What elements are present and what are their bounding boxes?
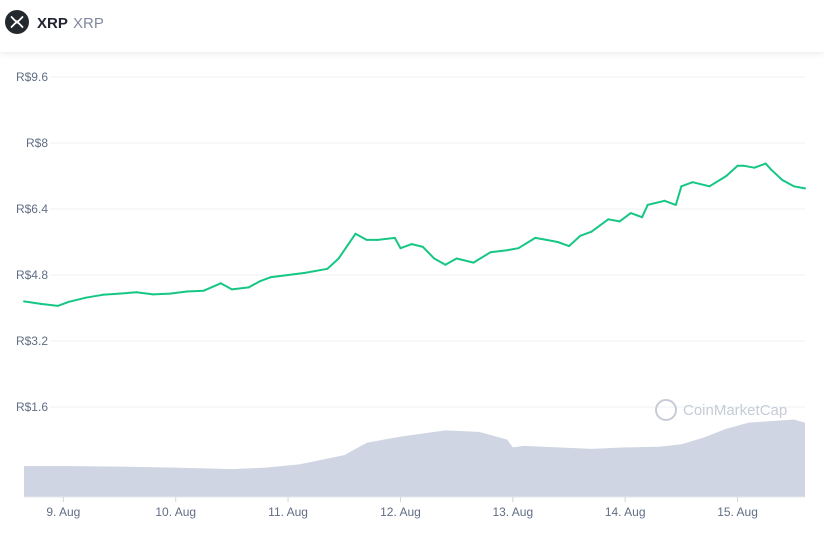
price-point[interactable] [326,267,329,270]
y-tick-label: R$3.2 [16,334,48,348]
x-tick-label: 15. Aug [717,505,758,519]
price-point[interactable] [489,251,492,254]
price-point[interactable] [590,230,593,233]
price-point[interactable] [742,164,745,167]
price-point[interactable] [607,218,610,221]
price-point[interactable] [287,274,290,276]
price-point[interactable] [399,247,402,250]
chart-header: XRP XRP [0,0,824,52]
y-tick-label: R$4.8 [16,268,48,282]
price-point[interactable] [725,175,728,177]
price-point[interactable] [472,261,475,264]
price-point[interactable] [433,257,436,260]
price-point[interactable] [202,289,205,292]
coinmarketcap-logo-icon [655,399,677,421]
x-tick-label: 14. Aug [605,505,646,519]
price-point[interactable] [753,166,756,169]
volume-area [24,419,805,497]
price-point[interactable] [169,292,172,295]
price-point[interactable] [270,276,273,279]
price-point[interactable] [118,292,121,295]
y-tick-label: R$9.6 [16,70,48,84]
price-point[interactable] [618,220,621,223]
y-tick-label: R$1.6 [16,400,48,414]
coin-symbol: XRP [73,15,104,32]
price-point[interactable] [568,245,570,248]
price-point[interactable] [39,302,42,305]
price-point[interactable] [556,241,559,243]
price-point[interactable] [230,288,233,291]
price-point[interactable] [421,245,424,248]
price-point[interactable] [101,293,104,296]
price-point[interactable] [641,216,644,219]
price-point[interactable] [764,162,767,165]
price-point[interactable] [444,263,447,266]
price-point[interactable] [534,236,537,239]
price-point[interactable] [377,238,379,241]
price-point[interactable] [770,168,773,171]
price-point[interactable] [663,199,666,202]
price-line[interactable] [23,162,806,307]
x-tick-label: 12. Aug [380,505,421,519]
price-point[interactable] [337,257,340,260]
y-tick-label: R$6.4 [16,202,48,216]
price-point[interactable] [185,290,188,293]
x-tick-label: 9. Aug [46,505,80,519]
price-point[interactable] [708,185,711,188]
x-tick-label: 11. Aug [268,505,308,519]
price-point[interactable] [680,185,683,188]
price-point[interactable] [84,296,87,299]
price-point[interactable] [259,280,261,283]
price-chart[interactable]: R$9.6 R$8 R$6.4 R$4.8 R$3.2 R$1.6 CoinMarketCa… [0,52,824,533]
price-point[interactable] [506,249,509,252]
x-tick-label: 10. Aug [155,505,196,519]
x-tick-label: 13. Aug [492,505,533,519]
price-point[interactable] [219,282,222,285]
price-point[interactable] [365,238,368,241]
price-point[interactable] [354,232,357,235]
price-point[interactable] [303,271,306,274]
price-point[interactable] [804,187,806,190]
price-point[interactable] [736,164,739,167]
price-point[interactable] [455,257,458,260]
watermark-text: CoinMarketCap [683,402,787,419]
price-point[interactable] [674,203,677,206]
price-point[interactable] [410,243,413,246]
price-point[interactable] [23,300,25,303]
xrp-logo-icon [5,10,29,34]
price-point[interactable] [792,185,795,188]
price-point[interactable] [781,179,784,182]
coinmarketcap-watermark: CoinMarketCap [655,399,787,421]
price-point[interactable] [646,203,649,206]
price-point[interactable] [691,181,694,184]
price-point[interactable] [545,238,548,241]
price-point[interactable] [393,236,396,239]
price-point[interactable] [517,247,520,250]
price-point[interactable] [135,291,138,294]
price-point[interactable] [579,234,582,237]
y-tick-label: R$8 [26,136,48,150]
price-point[interactable] [629,212,632,215]
price-point[interactable] [247,286,250,289]
coin-name: XRP [37,15,68,32]
price-point[interactable] [152,293,155,296]
price-point[interactable] [56,304,59,307]
price-point[interactable] [67,300,70,303]
